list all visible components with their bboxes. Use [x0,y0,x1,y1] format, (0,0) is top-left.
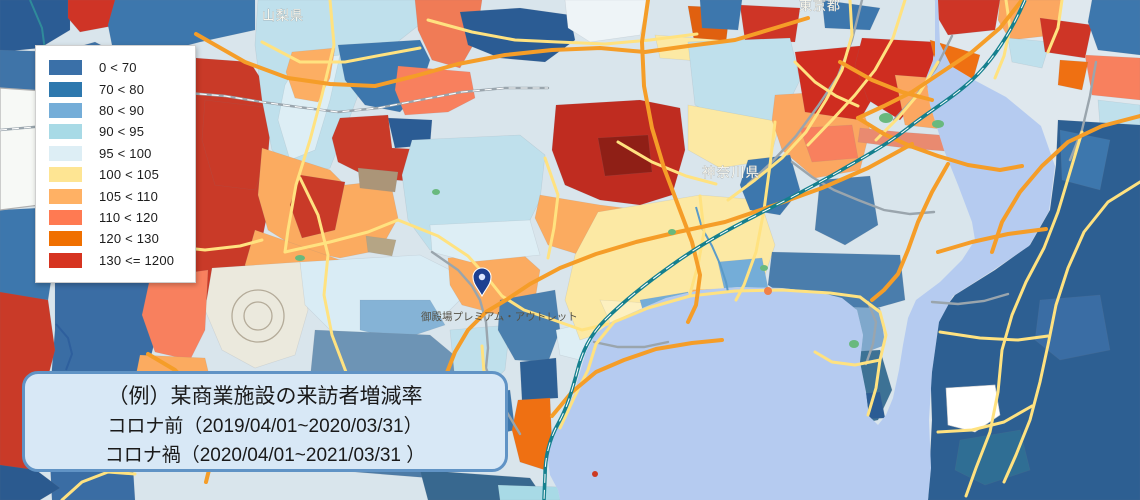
legend-row: 110 < 120 [49,207,187,228]
legend-row: 100 < 105 [49,164,187,185]
caption-box: （例）某商業施設の来訪者増減率 コロナ前（2019/04/01~2020/03/… [22,371,508,472]
label-yamanashi: 山梨県 [262,8,304,23]
legend-label: 80 < 90 [99,102,145,118]
label-tokyo: 東京都 [799,0,841,13]
pin-icon [472,267,492,298]
legend-swatch [49,209,82,225]
legend-label: 105 < 110 [99,188,159,204]
legend-swatch [49,167,82,183]
caption-period-during: コロナ禍（2020/04/01~2021/03/31 ） [104,445,426,466]
legend-swatch [49,102,82,118]
legend-swatch [49,145,82,161]
legend-swatch [49,81,82,97]
legend-row: 80 < 90 [49,100,187,121]
pin-dot [478,273,486,281]
label-gotemba-outlet: 御殿場プレミアム・アウトレット [421,310,578,323]
enoshima-patch [764,287,772,295]
legend-label: 70 < 80 [99,81,145,97]
legend-label: 130 <= 1200 [99,252,175,268]
legend-label: 95 < 100 [99,145,152,161]
legend-label: 110 < 120 [99,209,159,225]
map-pin[interactable] [472,267,492,298]
caption-title: （例）某商業施設の来訪者増減率 [107,385,423,408]
legend-swatch [49,188,82,204]
legend-row: 90 < 95 [49,121,187,142]
yellow-roads [53,0,1140,500]
map-legend: 0 < 70 70 < 80 80 < 90 90 < 95 95 < 100 [35,45,196,283]
legend-row: 120 < 130 [49,228,187,249]
legend-label: 90 < 95 [99,124,145,140]
legend-swatch [49,60,82,76]
rail-line-teal [542,0,1027,500]
legend-swatch [49,252,82,268]
legend-row: 130 <= 1200 [49,250,187,271]
legend-label: 0 < 70 [99,60,137,76]
islet-red [592,471,598,477]
legend-swatch [49,124,82,140]
caption-period-before: コロナ前（2019/04/01~2020/03/31） [107,416,423,437]
legend-label: 100 < 105 [99,167,159,183]
legend-row: 105 < 110 [49,185,187,206]
park-patches [295,113,944,348]
fuji-contours [231,289,285,343]
label-kanagawa: 神奈川県 [702,165,760,180]
legend-row: 0 < 70 [49,57,187,78]
legend-label: 120 < 130 [99,231,159,247]
legend-row: 95 < 100 [49,143,187,164]
legend-row: 70 < 80 [49,78,187,99]
legend-swatch [49,231,82,247]
